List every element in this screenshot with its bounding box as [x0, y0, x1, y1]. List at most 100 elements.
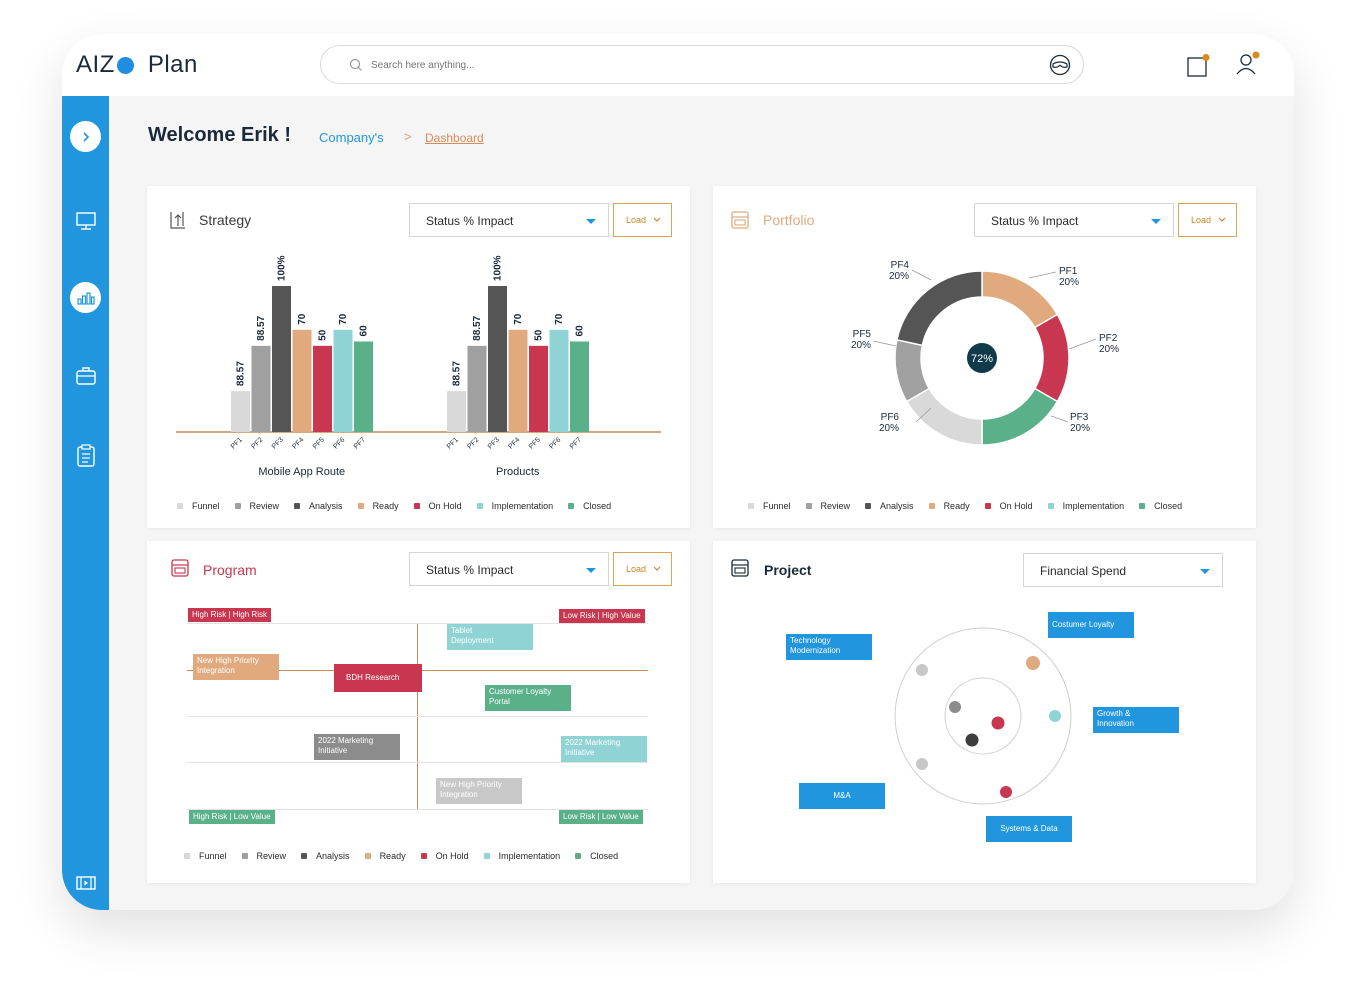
legend-item-review[interactable]: Review: [805, 501, 850, 511]
project-select[interactable]: Financial Spend: [1023, 553, 1223, 587]
caret-down-icon: [586, 568, 596, 573]
project-dot[interactable]: [991, 716, 1005, 730]
program-gridline: [187, 762, 648, 763]
slice-leader-line: [911, 269, 932, 281]
vr-headset-icon[interactable]: [1049, 54, 1071, 76]
legend-item-closed[interactable]: Closed: [568, 501, 611, 511]
sidebar-toggle[interactable]: [70, 121, 101, 152]
bar-pf4[interactable]: [508, 329, 528, 432]
program-select[interactable]: Status % Impact: [409, 552, 609, 586]
search-input[interactable]: [371, 55, 971, 75]
bar-pf4[interactable]: [292, 329, 312, 432]
bar-pf3[interactable]: [488, 286, 507, 432]
program-item-2022-marketing-b[interactable]: 2022 Marketing Initiative: [561, 736, 647, 762]
project-dot[interactable]: [916, 758, 928, 770]
sidebar-item-briefcase[interactable]: [70, 360, 101, 391]
legend-item-on-hold[interactable]: On Hold: [984, 501, 1033, 511]
project-label-costumer-loyalty[interactable]: Costumer Loyalty: [1048, 612, 1134, 638]
bar-value-label: 60: [575, 325, 586, 337]
item-label-line: Technology: [790, 636, 831, 645]
project-label-growth[interactable]: Growth & Innovation: [1093, 707, 1179, 733]
legend-item-analysis[interactable]: Analysis: [294, 501, 343, 511]
strategy-legend: Funnel Review Analysis Ready On Hold Implemen…: [177, 501, 626, 511]
donut-slice-pf2[interactable]: [1033, 313, 1070, 403]
portfolio-select[interactable]: Status % Impact: [974, 203, 1174, 237]
bar-value-label: 88.57: [256, 315, 267, 340]
project-label-systems[interactable]: Systems & Data: [986, 816, 1072, 842]
donut-slice-pf4[interactable]: [896, 270, 983, 347]
legend-item-review[interactable]: Review: [234, 501, 279, 511]
legend-item-ready[interactable]: Ready: [928, 501, 970, 511]
bar-pf6[interactable]: [333, 329, 353, 432]
project-dot[interactable]: [1000, 786, 1012, 798]
donut-slice-pf5[interactable]: [894, 339, 931, 403]
portfolio-card: Portfolio Status % Impact Load 72% PF1 20%…: [713, 186, 1256, 528]
bar-pf1[interactable]: [447, 391, 466, 432]
legend-swatch: [865, 503, 872, 509]
program-item-2022-marketing[interactable]: 2022 Marketing Initiative: [314, 734, 400, 760]
category-tick-label: PF6: [548, 436, 562, 450]
item-label-line: Customer Loyalty: [489, 687, 552, 696]
program-item-new-high-priority-b[interactable]: New High Priority Integration: [436, 778, 522, 804]
strategy-load-button[interactable]: Load: [613, 203, 672, 237]
project-dot[interactable]: [1026, 656, 1040, 670]
project-dot[interactable]: [916, 664, 928, 676]
breadcrumb-company[interactable]: Company's: [319, 130, 384, 145]
bar-pf2[interactable]: [467, 345, 487, 432]
program-item-tablet-deployment[interactable]: Tablet Deployment: [447, 624, 533, 650]
program-item-customer-loyalty[interactable]: Customer Loyalty Portal: [485, 685, 571, 711]
legend-item-funnel[interactable]: Funnel: [184, 851, 227, 861]
strategy-select[interactable]: Status % Impact: [409, 203, 609, 237]
program-item-bdh-research[interactable]: BDH Research: [334, 664, 422, 692]
legend-item-funnel[interactable]: Funnel: [748, 501, 791, 511]
bar-pf3[interactable]: [272, 286, 291, 432]
bar-value-label: 70: [338, 313, 349, 325]
legend-item-closed[interactable]: Closed: [575, 851, 618, 861]
donut-slice-pf6[interactable]: [905, 387, 983, 446]
legend-item-analysis[interactable]: Analysis: [865, 501, 914, 511]
legend-item-closed[interactable]: Closed: [1139, 501, 1182, 511]
user-icon[interactable]: [1235, 51, 1261, 77]
caret-down-icon: [1200, 569, 1210, 574]
sidebar-item-monitor[interactable]: [70, 205, 101, 236]
program-item-new-high-priority[interactable]: New High Priority Integration: [193, 654, 279, 680]
breadcrumb-dashboard[interactable]: Dashboard: [425, 131, 484, 145]
logo[interactable]: AIZ Plan: [76, 51, 198, 79]
bar-pf1[interactable]: [231, 391, 250, 432]
sidebar-item-dashboard[interactable]: [70, 282, 101, 313]
legend-label: Closed: [590, 851, 619, 861]
legend-item-implementation[interactable]: Implementation: [476, 501, 553, 511]
project-dot[interactable]: [965, 733, 979, 747]
legend-item-implementation[interactable]: Implementation: [483, 851, 560, 861]
program-load-button[interactable]: Load: [613, 552, 672, 586]
slice-leader-line: [1050, 415, 1069, 423]
bar-pf7[interactable]: [570, 341, 589, 432]
bar-pf2[interactable]: [251, 345, 271, 432]
legend-item-ready[interactable]: Ready: [364, 851, 406, 861]
legend-item-on-hold[interactable]: On Hold: [420, 851, 469, 861]
project-label-mna[interactable]: M&A: [799, 783, 885, 809]
legend-item-ready[interactable]: Ready: [357, 501, 399, 511]
project-label-technology[interactable]: Technology Modernization: [786, 634, 872, 660]
bar-pf5[interactable]: [313, 345, 332, 432]
bar-pf7[interactable]: [354, 341, 373, 432]
donut-slice-pf3[interactable]: [981, 387, 1059, 446]
search-bar[interactable]: [320, 45, 1084, 84]
legend-item-review[interactable]: Review: [241, 851, 286, 861]
legend-item-on-hold[interactable]: On Hold: [413, 501, 462, 511]
legend-item-analysis[interactable]: Analysis: [301, 851, 350, 861]
notification-icon[interactable]: [1186, 54, 1210, 78]
sidebar-item-clipboard[interactable]: [70, 440, 101, 471]
legend-item-funnel[interactable]: Funnel: [177, 501, 220, 511]
project-dot[interactable]: [949, 701, 961, 713]
project-title: Project: [764, 562, 812, 578]
legend-item-implementation[interactable]: Implementation: [1047, 501, 1124, 511]
legend-label: Funnel: [199, 851, 227, 861]
bar-pf5[interactable]: [529, 345, 548, 432]
item-label-line: Integration: [440, 790, 478, 799]
sidebar-item-media[interactable]: [70, 867, 101, 898]
portfolio-load-button[interactable]: Load: [1178, 203, 1237, 237]
donut-slice-pf1[interactable]: [981, 270, 1059, 329]
project-dot[interactable]: [1049, 710, 1061, 722]
bar-pf6[interactable]: [549, 329, 569, 432]
